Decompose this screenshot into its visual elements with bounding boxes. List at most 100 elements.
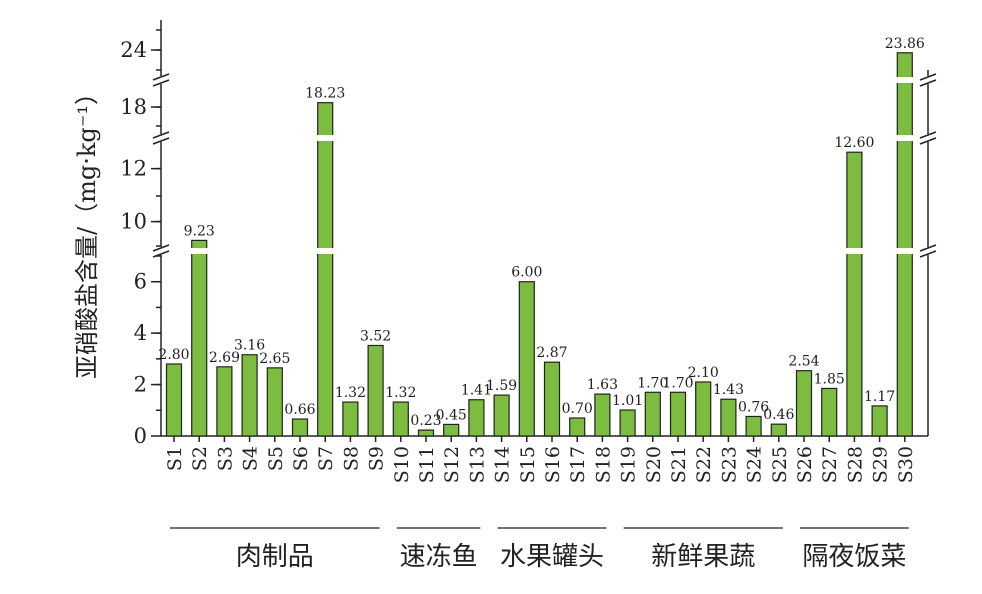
category-label: S15 — [517, 446, 539, 483]
data-label: 2.87 — [536, 345, 567, 361]
axis-break-mark — [919, 250, 937, 258]
category-label: S13 — [466, 446, 488, 483]
axis-break-gap — [153, 76, 169, 84]
axis-break-mark — [152, 250, 170, 258]
bar-s15 — [518, 281, 535, 437]
category-label: S18 — [592, 446, 614, 483]
category-label: S22 — [693, 446, 715, 483]
category-label: S1 — [164, 446, 186, 471]
category-label: S27 — [819, 446, 841, 483]
data-label: 1.43 — [713, 382, 744, 398]
bar-s18 — [594, 393, 611, 437]
category-labels: S1 S2 S3 S4 S5 S6 S7 S8 S9 S10 S11 S12 S13 S14 S15 S16 S… — [164, 446, 917, 483]
data-label: 1.59 — [486, 378, 517, 394]
y-tick-label: 4 — [134, 321, 147, 345]
category-label: S26 — [794, 446, 816, 483]
bar-s13 — [468, 399, 485, 437]
axis-break-mark — [152, 244, 170, 252]
data-label: 0.23 — [410, 413, 441, 429]
bar-s19 — [619, 409, 636, 437]
y-axis-title: 亚硝酸盐含量/（mg·kg⁻¹） — [73, 81, 101, 379]
bar-s7 — [317, 102, 334, 437]
axis-break-mark — [919, 131, 937, 139]
data-label: 1.70 — [637, 375, 668, 391]
axis-break-gap — [920, 247, 936, 255]
axis-break-mark — [919, 137, 937, 145]
category-label: S24 — [744, 446, 766, 483]
axis-break-mark — [919, 73, 937, 81]
data-label: 23.86 — [885, 36, 925, 52]
bar-break-gap — [896, 77, 914, 83]
data-label: 0.45 — [436, 407, 467, 423]
axis-break-mark — [152, 131, 170, 139]
category-label: S28 — [844, 446, 866, 483]
data-label: 1.70 — [662, 375, 693, 391]
bar-break-gap — [316, 248, 334, 254]
data-label: 2.80 — [158, 347, 189, 363]
category-label: S23 — [718, 446, 740, 483]
bar-s9 — [367, 344, 384, 437]
category-label: S6 — [290, 446, 312, 471]
data-label: 0.76 — [738, 399, 769, 415]
bar-s25 — [770, 423, 787, 437]
axis-break-mark — [919, 79, 937, 87]
bar-break-gap — [190, 248, 208, 254]
data-label: 12.60 — [834, 135, 874, 151]
data-label: 1.32 — [385, 385, 416, 401]
bar-break-gap — [896, 135, 914, 141]
bar-s20 — [644, 391, 661, 437]
bar-s23 — [720, 398, 737, 437]
y-tick-label: 18 — [120, 95, 147, 119]
data-label: 1.01 — [612, 393, 643, 409]
data-label: 6.00 — [511, 265, 542, 281]
category-label: S9 — [366, 446, 388, 471]
bar-s27 — [821, 387, 838, 437]
data-labels: 2.80 9.23 2.693.162.65 0.66 18.23 1.32 3.52 1.3… — [158, 36, 925, 429]
bar-s10 — [392, 401, 409, 437]
data-label: 2.10 — [688, 365, 719, 381]
group-label: 隔夜饭菜 — [802, 542, 906, 572]
group-label: 肉制品 — [236, 542, 314, 572]
data-label: 3.16 — [234, 338, 265, 354]
bar-s1 — [165, 363, 183, 437]
bar-s6 — [291, 418, 309, 437]
bar-s26 — [795, 370, 813, 437]
group-label: 速冻鱼 — [400, 542, 478, 572]
category-label: S12 — [441, 446, 463, 483]
bar-s12 — [443, 423, 460, 437]
group-label: 水果罐头 — [500, 542, 604, 572]
category-label: S29 — [870, 446, 892, 483]
category-label: S21 — [668, 446, 690, 483]
bar-s16 — [543, 361, 561, 437]
bar-s29 — [871, 405, 888, 437]
bar-s14 — [493, 394, 510, 437]
category-label: S5 — [265, 446, 287, 471]
category-label: S10 — [391, 446, 413, 483]
y-tick-label: 24 — [120, 38, 147, 62]
group-labels: 肉制品 速冻鱼 水果罐头 新鲜果蔬 隔夜饭菜 — [170, 527, 909, 572]
y-tick-label: 12 — [120, 157, 147, 181]
bar-s22 — [695, 381, 712, 437]
y-tick-label: 0 — [134, 424, 147, 448]
axis-break-gap — [920, 134, 936, 142]
data-label: 0.70 — [562, 401, 593, 417]
axis-break-mark — [919, 244, 937, 252]
category-label: S4 — [240, 446, 262, 471]
category-label: S19 — [618, 446, 640, 483]
category-label: S7 — [315, 446, 337, 471]
axis-break-gap — [153, 247, 169, 255]
axis-break-mark — [152, 137, 170, 145]
data-label: 3.52 — [360, 328, 391, 344]
category-label: S30 — [895, 446, 917, 483]
y-tick-label: 6 — [134, 270, 147, 294]
data-label: 18.23 — [305, 86, 345, 102]
category-label: S14 — [492, 446, 514, 483]
category-label: S8 — [340, 446, 362, 471]
bar-break-gap — [845, 248, 863, 254]
y-tick-label: 10 — [120, 210, 147, 234]
y-tick-label: 2 — [134, 373, 147, 397]
bar-s4 — [241, 354, 258, 437]
bar-s24 — [745, 415, 762, 437]
